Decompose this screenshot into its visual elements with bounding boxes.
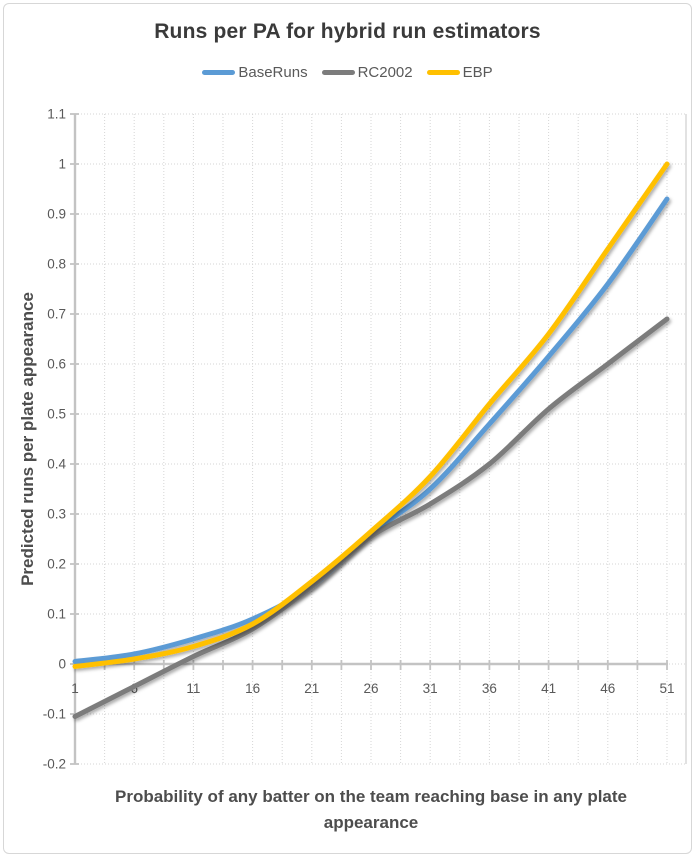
y-tick-label: 0.3 xyxy=(47,507,66,522)
y-tick-label: 1 xyxy=(58,157,66,172)
series-line-BaseRuns xyxy=(72,196,670,664)
x-tick-label: 26 xyxy=(363,681,378,696)
y-tick-label: 0.4 xyxy=(47,457,66,472)
series-line-RC2002 xyxy=(72,316,670,719)
y-tick-label: 0.2 xyxy=(47,557,66,572)
x-tick-label: 51 xyxy=(659,681,674,696)
legend: BaseRuns RC2002 EBP xyxy=(0,64,695,81)
legend-item-baseruns: BaseRuns xyxy=(202,64,308,81)
line-chart-plot: 1.1 1 0.9 0.8 0.7 0.6 0.5 0.4 0.3 0.2 0.1 0 -0.1 -0.2… xyxy=(43,107,687,772)
legend-item-ebp: EBP xyxy=(426,64,493,81)
x-tick-label: 41 xyxy=(541,681,556,696)
y-tick-label: -0.2 xyxy=(43,757,66,772)
y-axis-title: Predicted runs per plate appearance xyxy=(18,292,37,586)
x-tick-label: 11 xyxy=(186,681,200,696)
chart-title: Runs per PA for hybrid run estimators xyxy=(154,20,541,43)
y-tick-label: 0.1 xyxy=(47,607,66,622)
series-line-EBP xyxy=(72,161,670,669)
y-tick-label: 0.7 xyxy=(47,307,66,322)
chart-frame xyxy=(3,3,692,854)
y-tick-label: 0 xyxy=(58,657,66,672)
rc2002-line-swatch-icon xyxy=(321,70,355,75)
x-tick-label: 31 xyxy=(423,681,438,696)
x-tick-label: 16 xyxy=(245,681,260,696)
legend-item-rc2002: RC2002 xyxy=(321,64,413,81)
legend-label: RC2002 xyxy=(357,64,413,81)
x-axis-tick-labels: 1 6 11 16 21 26 31 36 41 46 51 xyxy=(71,681,674,696)
legend-label: EBP xyxy=(462,64,493,81)
ebp-line-swatch-icon xyxy=(426,70,460,75)
y-tick-label: 0.6 xyxy=(47,357,66,372)
x-axis-title: Probability of any batter on the team re… xyxy=(114,787,627,832)
gridlines xyxy=(75,113,686,765)
y-tick-label: 0.5 xyxy=(47,407,66,422)
x-tick-label: 46 xyxy=(600,681,615,696)
x-tick-label: 1 xyxy=(71,681,79,696)
y-axis-tick-labels: 1.1 1 0.9 0.8 0.7 0.6 0.5 0.4 0.3 0.2 0.1 0 -0.1 -0.2 xyxy=(43,107,67,772)
x-tick-label: 21 xyxy=(304,681,319,696)
y-tick-label: 0.8 xyxy=(47,257,66,272)
tick-marks xyxy=(70,113,668,765)
y-tick-label: 1.1 xyxy=(47,107,66,122)
y-tick-label: -0.1 xyxy=(43,707,66,722)
x-tick-label: 36 xyxy=(482,681,497,696)
legend-label: BaseRuns xyxy=(238,64,308,81)
y-tick-label: 0.9 xyxy=(47,207,66,222)
baseruns-line-swatch-icon xyxy=(202,70,236,75)
